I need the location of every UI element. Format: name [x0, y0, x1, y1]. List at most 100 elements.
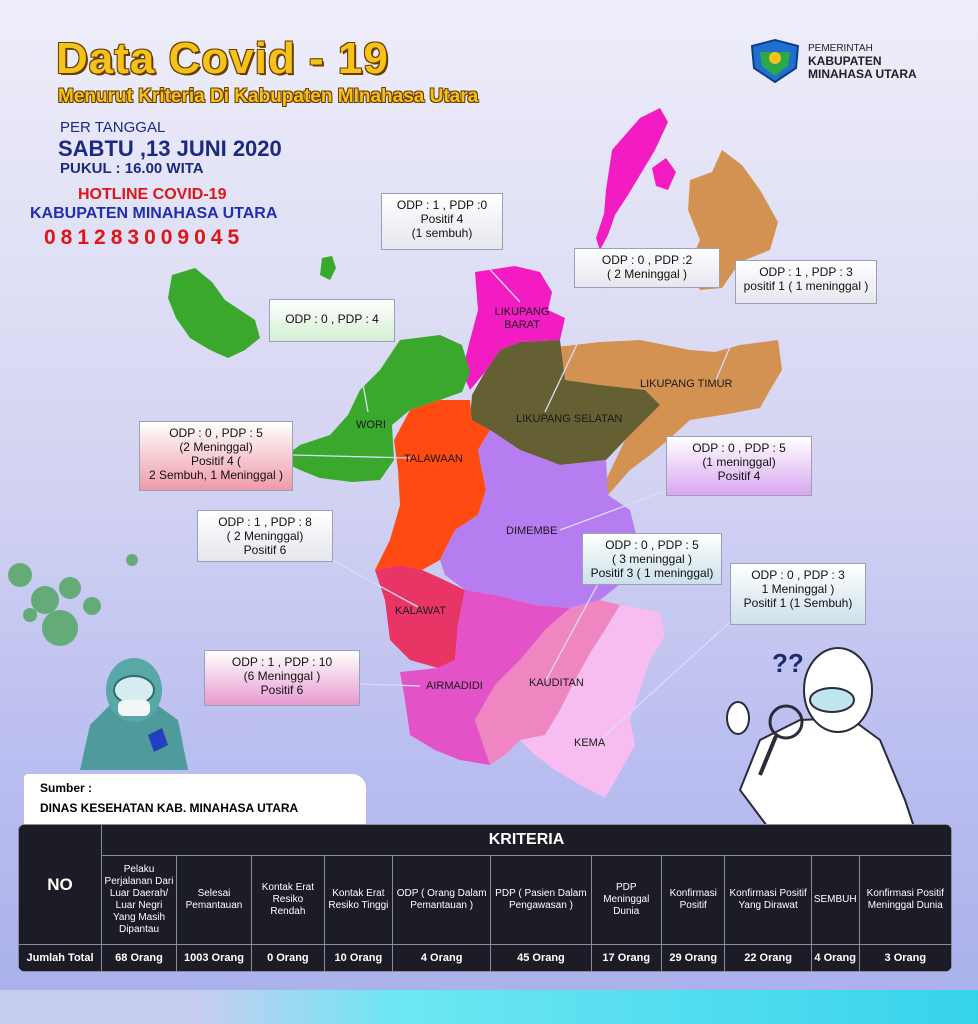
callout-line: ODP : 1 , PDP :0: [396, 198, 488, 212]
callout-line: ODP : 0 , PDP :2: [601, 253, 693, 267]
bottom-decor-bar: [0, 990, 978, 1024]
hotline-label: HOTLINE COVID-19: [78, 186, 227, 203]
callout-line: ( 3 meninggal ): [611, 552, 693, 566]
callout-likupang-timur: ODP : 1 , PDP : 3 positif 1 ( 1 meningga…: [735, 260, 877, 304]
table-cell: 68 Orang: [101, 944, 177, 972]
region-likupang-barat: [462, 266, 565, 390]
leader-dimembe: [559, 489, 669, 531]
leader-airmadidi: [359, 683, 421, 687]
column-header: PDP Meninggal Dunia: [590, 855, 663, 945]
callout-line: Positif 3 ( 1 meninggal): [590, 566, 714, 580]
column-header: Pelaku Perjalanan Dari Luar Daerah/ Luar…: [101, 855, 177, 945]
leader-likupang-timur: [714, 304, 749, 383]
callout-dimembe: ODP : 0 , PDP : 5 (1 meninggal) Positif …: [666, 436, 812, 496]
callout-line: ODP : 0 , PDP : 4: [285, 312, 379, 326]
table-row: Jumlah Total 68 Orang 1003 Orang 0 Orang…: [18, 944, 952, 972]
svg-text:??: ??: [772, 648, 804, 678]
region-likupang-selatan: [470, 340, 660, 465]
region-label-likupang-timur: LIKUPANG TIMUR: [640, 378, 733, 390]
callout-kauditan: ODP : 0 , PDP : 5 ( 3 meninggal ) Positi…: [582, 533, 722, 585]
leader-likupang-barat: [469, 247, 521, 303]
callout-line: ODP : 0 , PDP : 3: [751, 568, 845, 582]
callout-kalawat: ODP : 1 , PDP : 8 ( 2 Meninggal) Positif…: [197, 510, 333, 562]
virus-icon-small: [126, 554, 138, 566]
region-label-likupang-selatan: LIKUPANG SELATAN: [516, 413, 623, 425]
virus-icon: [8, 563, 101, 646]
callout-line: Positif 4: [717, 469, 761, 483]
callout-line: Positif 1 (1 Sembuh): [743, 596, 853, 610]
criteria-table: NO KRITERIA Pelaku Perjalanan Dari Luar …: [18, 824, 952, 972]
table-cell: 22 Orang: [724, 944, 812, 972]
region-airmadidi: [400, 590, 570, 765]
callout-line: 2 Sembuh, 1 Meninggal ): [148, 468, 284, 482]
region-label-dimembe: DIMEMBE: [506, 525, 558, 537]
column-header: Konfirmasi Positif Meninggal Dunia: [858, 855, 952, 945]
callout-line: ODP : 1 , PDP : 3: [759, 265, 853, 279]
region-label-kalawat: KALAWAT: [395, 605, 446, 617]
column-header: Konfirmasi Positif: [661, 855, 726, 945]
logo-line-2: KABUPATEN: [808, 54, 882, 68]
callout-line: Positif 6: [243, 543, 287, 557]
column-header: ODP ( Orang Dalam Pemantauan ): [391, 855, 492, 945]
source-label: Sumber :: [40, 781, 93, 795]
table-cell: 4 Orang: [391, 944, 492, 972]
page-title: Data Covid - 19: [56, 34, 389, 83]
callout-line: ( 2 Meninggal): [226, 529, 304, 543]
region-label-kema: KEMA: [574, 737, 606, 749]
hotline-region: KABUPATEN MINAHASA UTARA: [30, 205, 278, 222]
table-cell: 4 Orang: [810, 944, 860, 972]
callout-line: Positif 4 (: [190, 454, 241, 468]
callout-line: ( 2 Meninggal ): [606, 267, 688, 281]
table-cell: 45 Orang: [490, 944, 592, 972]
callout-line: Positif 4: [420, 212, 464, 226]
region-label-airmadidi: AIRMADIDI: [426, 680, 483, 692]
leader-kema: [599, 621, 731, 741]
callout-line: 1 Meninggal ): [761, 582, 835, 596]
source-box: [24, 774, 366, 826]
callout-airmadidi: ODP : 1 , PDP : 10 (6 Meninggal ) Positi…: [204, 650, 360, 706]
region-label-talawaan: TALAWAAN: [404, 453, 463, 465]
per-tanggal-label: PER TANGGAL: [60, 119, 166, 136]
table-cell: 10 Orang: [323, 944, 393, 972]
column-header: Kontak Erat Resiko Tinggi: [323, 855, 393, 945]
leader-likupang-selatan: [544, 284, 606, 413]
region-label-likupang-barat: LIKUPANG BARAT: [494, 306, 550, 332]
callout-kema: ODP : 0 , PDP : 3 1 Meninggal ) Positif …: [730, 563, 866, 625]
table-header-row: Pelaku Perjalanan Dari Luar Daerah/ Luar…: [19, 855, 952, 945]
callout-line: ODP : 0 , PDP : 5: [605, 538, 699, 552]
report-date: SABTU ,13 JUNI 2020: [58, 136, 282, 161]
callout-line: positif 1 ( 1 meninggal ): [743, 279, 869, 293]
column-header: Kontak Erat Resiko Rendah: [250, 855, 325, 945]
island-bangka: [596, 108, 668, 250]
table-no-header: NO: [18, 824, 102, 945]
region-wori: [280, 335, 470, 482]
island-talise: [652, 158, 676, 190]
callout-wori: ODP : 0 , PDP : 4: [269, 299, 395, 342]
logo-line-1: PEMERINTAH: [808, 43, 873, 54]
region-label-wori: WORI: [356, 419, 386, 431]
region-label-likupang-barat-text: LIKUPANG BARAT: [494, 306, 550, 331]
callout-line: ODP : 0 , PDP : 5: [692, 441, 786, 455]
leader-talawaan: [291, 454, 411, 459]
leader-kauditan: [544, 579, 601, 683]
hotline-number: 081283009045: [44, 226, 245, 249]
leader-kalawat: [331, 559, 419, 608]
island-bunaken-large: [168, 268, 260, 358]
callout-likupang-barat: ODP : 1 , PDP :0 Positif 4 (1 sembuh): [381, 193, 503, 250]
table-cell: 17 Orang: [590, 944, 663, 972]
health-worker-left-illustration: [80, 658, 188, 770]
column-header: PDP ( Pasien Dalam Pengawasan ): [490, 855, 592, 945]
callout-line: ODP : 1 , PDP : 10: [231, 655, 333, 669]
column-header: Selesai Pemantauan: [176, 855, 252, 945]
table-cell: 29 Orang: [661, 944, 726, 972]
page-subtitle: Menurut Kriteria Di Kabupaten MInahasa U…: [58, 86, 479, 107]
table-cell: 0 Orang: [250, 944, 325, 972]
callout-line: ODP : 1 , PDP : 8: [218, 515, 312, 529]
column-header: SEMBUH: [810, 855, 860, 945]
region-label-kauditan: KAUDITAN: [529, 677, 584, 689]
callout-line: ODP : 0 , PDP : 5: [169, 426, 263, 440]
region-kalawat: [375, 565, 465, 668]
callout-talawaan: ODP : 0 , PDP : 5 (2 Meninggal) Positif …: [139, 421, 293, 491]
regency-emblem-icon: [750, 38, 800, 84]
